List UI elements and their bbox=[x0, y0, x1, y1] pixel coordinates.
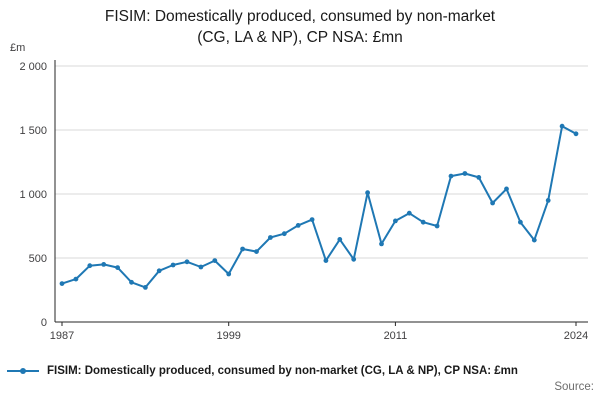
data-point bbox=[143, 285, 148, 290]
data-point bbox=[129, 279, 134, 285]
data-point bbox=[156, 268, 162, 274]
data-point bbox=[295, 223, 301, 228]
data-point bbox=[281, 231, 287, 237]
data-point bbox=[573, 131, 579, 137]
data-line bbox=[61, 125, 577, 289]
data-point bbox=[323, 258, 329, 263]
data-point bbox=[434, 223, 440, 229]
y-tick-label: 500 bbox=[29, 253, 47, 265]
source-label: Source: bbox=[554, 381, 594, 393]
data-point bbox=[393, 218, 398, 224]
x-tick-label: 2024 bbox=[564, 330, 588, 342]
legend-label: FISIM: Domestically produced, consumed b… bbox=[47, 365, 518, 377]
data-point bbox=[365, 190, 370, 196]
y-tick-label: 2 000 bbox=[19, 61, 47, 73]
data-point bbox=[87, 263, 93, 269]
data-point bbox=[531, 237, 537, 243]
data-point bbox=[170, 262, 176, 268]
data-point bbox=[212, 258, 218, 263]
data-point bbox=[559, 123, 565, 129]
data-point bbox=[490, 200, 495, 206]
data-point bbox=[73, 276, 79, 282]
line-chart: 0 500 1 000 1 500 2 000 1987 1999 2011 2024 bbox=[19, 60, 588, 342]
y-axis-unit-label: £m bbox=[10, 42, 26, 54]
y-tick-label: 1 500 bbox=[19, 125, 47, 137]
x-tick-label: 1999 bbox=[216, 330, 240, 342]
data-point bbox=[351, 256, 357, 262]
data-point bbox=[309, 217, 315, 223]
y-tick-label: 1 000 bbox=[19, 189, 47, 201]
data-point bbox=[101, 262, 107, 267]
x-tick-label: 2011 bbox=[384, 330, 408, 342]
data-point bbox=[379, 241, 384, 247]
data-point bbox=[448, 173, 454, 179]
data-point bbox=[420, 219, 426, 225]
data-point bbox=[184, 259, 190, 265]
x-tick-label: 1987 bbox=[50, 330, 74, 342]
data-point bbox=[462, 171, 468, 176]
data-point bbox=[476, 175, 482, 180]
data-point bbox=[337, 237, 343, 242]
data-point bbox=[504, 186, 509, 192]
data-point bbox=[198, 264, 204, 270]
chart-title: FISIM: Domestically produced, consumed b… bbox=[20, 7, 580, 49]
y-tick-label: 0 bbox=[41, 317, 47, 329]
chart-title-line1: FISIM: Domestically produced, consumed b… bbox=[104, 8, 496, 25]
data-point bbox=[59, 281, 65, 286]
data-point bbox=[545, 198, 551, 203]
data-point bbox=[518, 219, 523, 225]
data-point bbox=[226, 271, 232, 277]
legend: FISIM: Domestically produced, consumed b… bbox=[6, 363, 600, 379]
data-point bbox=[406, 210, 412, 216]
chart-title-line2: (CG, LA & NP), CP NSA: £mn bbox=[197, 28, 403, 46]
data-point bbox=[240, 246, 246, 252]
data-point bbox=[115, 265, 120, 270]
data-point bbox=[268, 235, 273, 240]
legend-line-marker-icon bbox=[7, 368, 39, 374]
data-point bbox=[254, 249, 259, 255]
